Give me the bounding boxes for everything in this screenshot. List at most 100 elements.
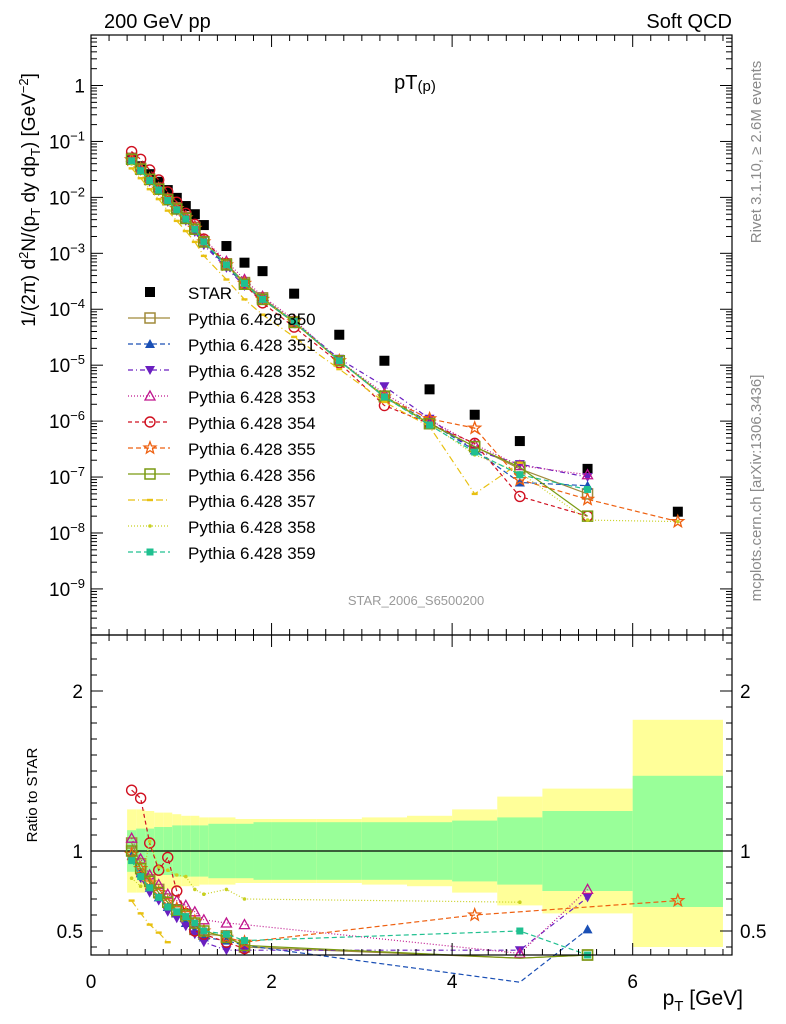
legend-label-1: Pythia 6.428 350	[188, 310, 316, 329]
ratio-point-9-4	[164, 903, 172, 911]
ratio-y-tick-label: 2	[72, 682, 83, 703]
main-point-8-8	[200, 254, 207, 258]
x-tick-label: 4	[447, 972, 458, 993]
main-point-8-17	[516, 461, 523, 464]
main-point-8-10	[241, 298, 248, 301]
legend-label-4: Pythia 6.428 353	[188, 388, 316, 407]
plot-title: pT(p)	[394, 72, 436, 95]
main-point-8-16	[471, 492, 478, 496]
legend-marker-9	[148, 524, 152, 528]
legend-marker-10	[146, 548, 154, 556]
ratio-point-2-12	[582, 893, 593, 903]
ratio-point-2-5	[171, 914, 182, 924]
ratio-point-7-4	[164, 941, 171, 944]
ratio-point-4-5	[171, 885, 183, 897]
rivet-label: Rivet 3.1.10, ≥ 2.6M events	[748, 61, 765, 244]
main-point-4-18	[581, 468, 594, 480]
main-point-7-6	[180, 212, 192, 225]
ratio-point-6-7	[189, 917, 201, 929]
main-point-9-19	[676, 519, 680, 524]
ratio-point-8-9	[224, 887, 229, 892]
main-line-4	[131, 156, 588, 476]
main-point-4-17	[513, 459, 526, 471]
main-point-6-19	[670, 513, 686, 529]
main-point-6-18	[579, 491, 596, 506]
main-point-3-14	[379, 382, 390, 392]
legend-label-6: Pythia 6.428 355	[188, 440, 316, 459]
ratio-point-5-11	[467, 906, 483, 922]
ratio-y-tick-label-right: 1	[740, 842, 751, 863]
ratio-point-3-9	[220, 916, 233, 928]
y-tick-label: 10−4	[49, 296, 85, 321]
ratio-point-9-5	[173, 908, 181, 916]
y-tick-label: 1	[74, 77, 85, 98]
legend-marker-3	[145, 366, 155, 375]
main-point-10-17	[516, 471, 524, 479]
ratio-point-3-11	[513, 947, 526, 959]
ratio-frame	[90, 634, 733, 956]
y-axis-label-ratio: Ratio to STAR	[24, 747, 41, 842]
legend-label-5: Pythia 6.428 354	[188, 414, 316, 433]
main-point-0-13	[334, 329, 345, 340]
ratio-point-2-9	[221, 946, 232, 956]
ratio-point-8-7	[193, 887, 197, 892]
main-point-7-13	[333, 355, 346, 367]
header-right: Soft QCD	[646, 11, 732, 33]
main-point-10-4	[164, 196, 172, 204]
main-point-0-14	[379, 355, 390, 366]
main-point-10-12	[290, 318, 298, 326]
main-point-10-15	[426, 421, 434, 429]
ratio-point-7-1	[137, 912, 144, 915]
legend-label-7: Pythia 6.428 356	[188, 466, 316, 485]
main-point-0-19	[672, 506, 683, 517]
ratio-point-9-6	[182, 913, 190, 921]
main-point-8-4	[164, 209, 171, 212]
legend-marker-7	[144, 468, 156, 480]
legend-marker-8	[147, 498, 153, 502]
ratio-point-9-3	[155, 893, 163, 901]
ratio-y-tick-label-right: 0.5	[740, 922, 766, 943]
ratio-point-2-6	[180, 922, 191, 932]
ratio-point-8-2	[147, 839, 152, 844]
main-point-6-15	[421, 410, 438, 426]
main-point-8-5	[173, 219, 180, 223]
ratio-point-8-0	[129, 876, 134, 880]
ratio-point-6-8	[198, 925, 210, 937]
ratio-point-3-2	[143, 868, 156, 880]
main-point-10-5	[173, 206, 181, 214]
main-point-0-9	[221, 241, 232, 252]
legend-marker-0	[145, 287, 155, 297]
mcplots-label: mcplots.cern.ch [arXiv:1306.3436]	[748, 375, 765, 602]
ratio-point-9-10	[240, 937, 248, 945]
ratio-point-8-4	[165, 868, 170, 872]
main-point-6-16	[467, 420, 483, 435]
legend-marker-5	[144, 416, 156, 428]
ratio-point-5-12	[670, 892, 686, 908]
ratio-point-3-0	[125, 831, 138, 843]
legend-label-3: Pythia 6.428 352	[188, 362, 316, 381]
main-point-7-3	[152, 183, 165, 195]
x-tick-label: 2	[266, 972, 277, 993]
legend-marker-1	[144, 312, 156, 324]
main-point-10-9	[222, 261, 230, 269]
main-point-8-0	[128, 167, 135, 170]
main-point-8-14	[381, 400, 388, 404]
ratio-point-4-0	[125, 784, 138, 796]
main-point-10-0	[128, 157, 136, 165]
ratio-point-8-10	[242, 897, 247, 901]
y-tick-label: 10−1	[49, 128, 85, 153]
ratio-point-8-6	[183, 874, 188, 879]
main-point-8-13	[336, 367, 343, 371]
ratio-y-tick-label: 1	[72, 842, 83, 863]
legend-label-0: STAR	[188, 284, 232, 303]
ratio-point-2-8	[198, 938, 209, 948]
main-point-8-9	[223, 278, 230, 281]
main-point-7-8	[198, 236, 210, 248]
main-point-0-17	[514, 436, 525, 447]
main-point-8-11	[259, 313, 266, 316]
ratio-point-8-11	[518, 900, 522, 904]
ratio-point-4-2	[143, 837, 156, 849]
ratio-y-tick-label: 0.5	[57, 922, 83, 943]
main-point-10-10	[240, 279, 248, 287]
ratio-y-tick-label-right: 2	[740, 682, 751, 703]
